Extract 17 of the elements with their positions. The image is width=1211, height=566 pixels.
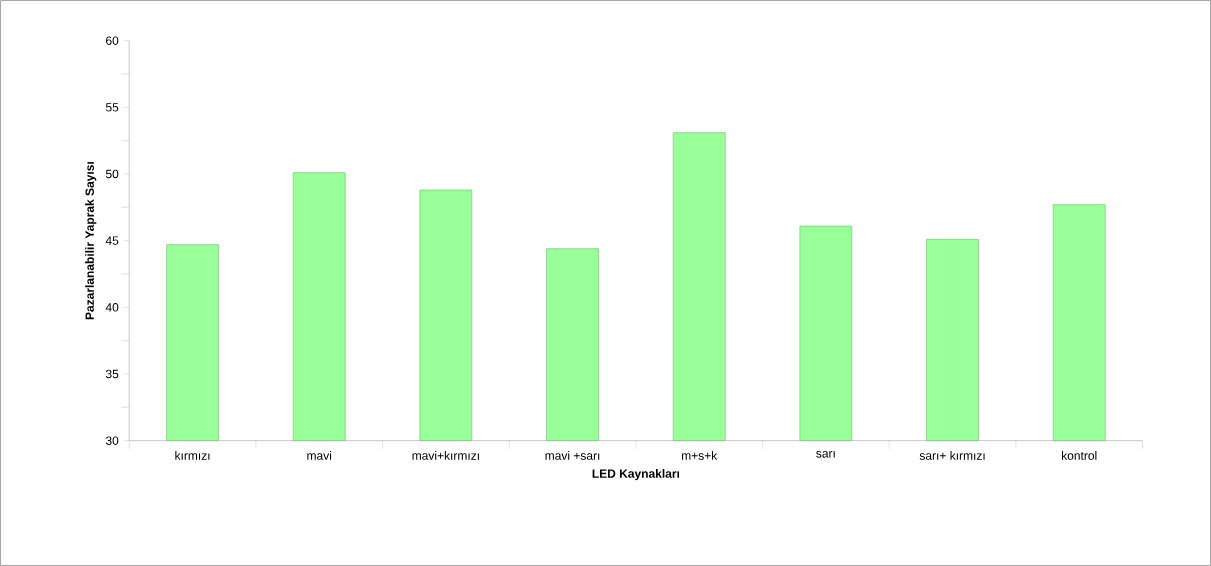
x-axis-title: LED Kaynakları [592,469,680,481]
y-tick-label: 40 [105,303,119,312]
y-tick-label: 30 [105,436,119,445]
y-tick-label: 60 [106,36,119,45]
y-axis-title: Pazarlanabilir Yaprak Sayısı [85,162,97,320]
y-tick-label: 50 [105,169,119,179]
y-tick-label: 55 [105,103,119,112]
x-tick-label: mavi+kırmızı [412,451,479,460]
x-tick-label: kontrol [1062,451,1097,460]
x-tick-label: m+s+k [681,451,718,460]
x-tick-label: mavi +sarı [545,451,600,460]
x-tick-label: mavi [307,451,332,460]
y-tick-label: 45 [105,236,119,245]
x-tick-label: sarı [816,451,835,458]
y-tick-label: 35 [105,369,119,379]
x-tick-label: sarı+ kırmızı [919,451,985,460]
x-tick-label: kırmızı [175,451,210,460]
